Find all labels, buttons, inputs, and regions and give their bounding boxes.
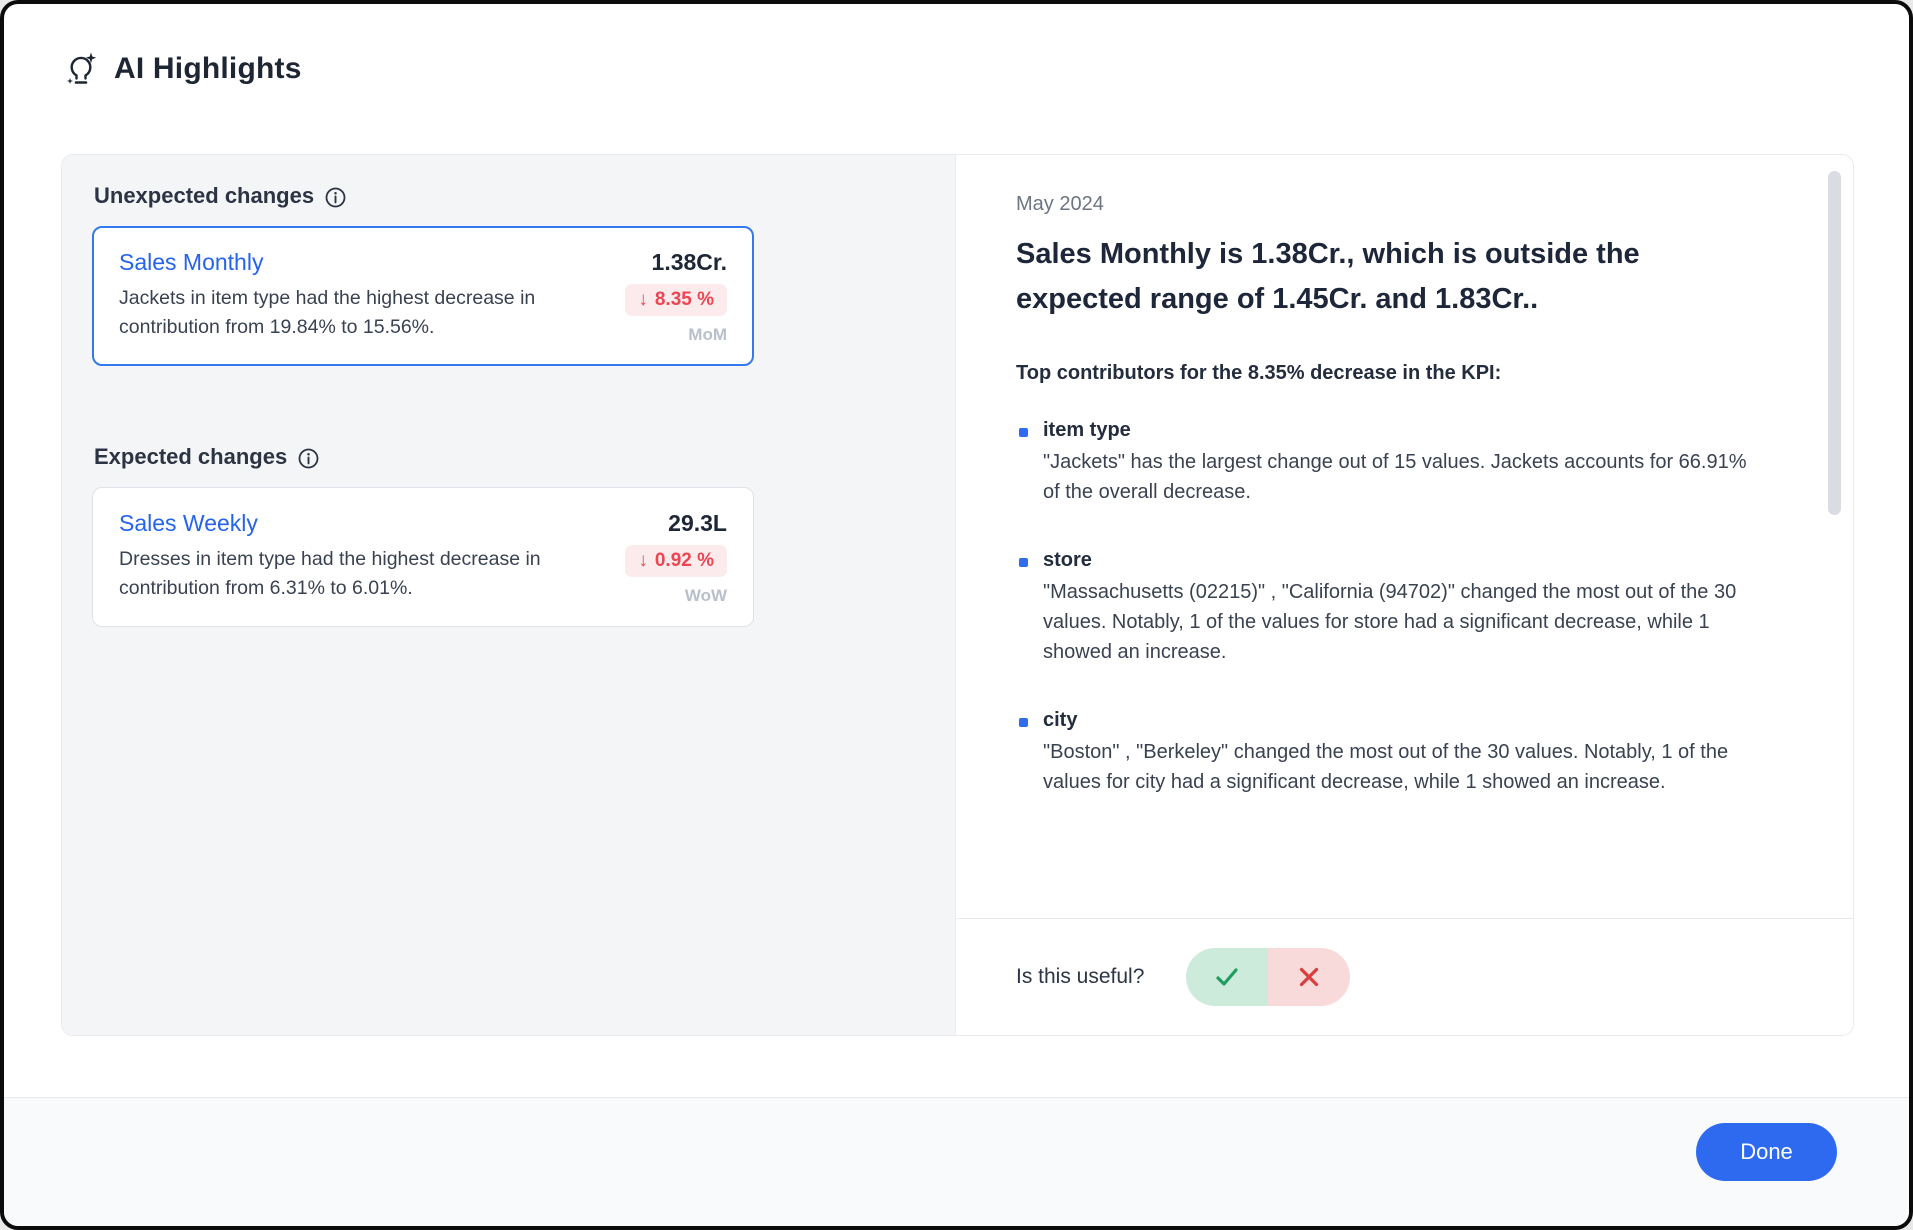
dialog-content: Unexpected changes Sales Monthly 1.38Cr.…: [61, 154, 1854, 1036]
kpi-name-link[interactable]: Sales Monthly: [119, 249, 264, 275]
feedback-row: Is this useful?: [956, 918, 1853, 1035]
contributor-list: item type "Jackets" has the largest chan…: [1016, 419, 1765, 797]
contributor-store: store "Massachusetts (02215)" , "Califor…: [1016, 549, 1765, 667]
kpi-change-block: ↓ 8.35 % MoM: [625, 284, 727, 345]
kpi-description: Dresses in item type had the highest dec…: [119, 548, 541, 599]
detail-date: May 2024: [1016, 193, 1104, 215]
dialog-title: AI Highlights: [114, 52, 302, 85]
contributor-text: "Jackets" has the largest change out of …: [1043, 451, 1747, 503]
arrow-down-icon: ↓: [638, 289, 648, 310]
dialog-footer: Done: [4, 1097, 1909, 1226]
detail-subheading: Top contributors for the 8.35% decrease …: [1016, 362, 1502, 384]
scrollbar-thumb[interactable]: [1828, 171, 1841, 515]
bullet-square-icon: [1019, 718, 1028, 727]
bullet-square-icon: [1019, 558, 1028, 567]
contributor-city: city "Boston" , "Berkeley" changed the m…: [1016, 709, 1765, 797]
contributor-dimension: store: [1043, 549, 1092, 571]
contributor-dimension: city: [1043, 709, 1078, 731]
kpi-name-link[interactable]: Sales Weekly: [119, 510, 258, 536]
change-value: 0.92 %: [654, 550, 714, 571]
change-period: MoM: [688, 325, 727, 344]
change-badge: ↓ 8.35 %: [625, 284, 727, 316]
change-badge: ↓ 0.92 %: [625, 545, 727, 577]
feedback-pill: [1186, 948, 1351, 1006]
info-icon[interactable]: [298, 448, 319, 469]
feedback-yes-button[interactable]: [1186, 948, 1269, 1006]
highlights-list-panel: Unexpected changes Sales Monthly 1.38Cr.…: [62, 155, 956, 1035]
detail-scroll-area[interactable]: May 2024 Sales Monthly is 1.38Cr., which…: [956, 155, 1853, 918]
contributor-text: "Boston" , "Berkeley" changed the most o…: [1043, 741, 1729, 793]
section-label: Expected changes: [94, 444, 288, 469]
section-unexpected-changes: Unexpected changes: [94, 183, 925, 209]
contributor-text: "Massachusetts (02215)" , "California (9…: [1043, 581, 1737, 663]
cross-icon: [1300, 967, 1319, 987]
change-period: WoW: [684, 586, 727, 605]
info-icon[interactable]: [325, 187, 346, 208]
change-value: 8.35 %: [654, 289, 714, 310]
detail-headline: Sales Monthly is 1.38Cr., which is outsi…: [1016, 238, 1640, 315]
contributor-item-type: item type "Jackets" has the largest chan…: [1016, 419, 1765, 507]
lightbulb-sparkle-icon: [67, 52, 97, 84]
check-icon: [1216, 968, 1239, 986]
kpi-value: 29.3L: [668, 510, 727, 536]
kpi-card-sales-weekly[interactable]: Sales Weekly 29.3L Dresses in item type …: [92, 487, 754, 627]
feedback-question: Is this useful?: [1016, 965, 1145, 988]
section-expected-changes: Expected changes: [94, 444, 925, 470]
done-button[interactable]: Done: [1696, 1123, 1837, 1181]
highlight-detail-panel: May 2024 Sales Monthly is 1.38Cr., which…: [956, 155, 1853, 1035]
section-label: Unexpected changes: [94, 183, 315, 208]
kpi-value: 1.38Cr.: [651, 249, 727, 275]
kpi-change-block: ↓ 0.92 % WoW: [625, 545, 727, 606]
dialog-header: AI Highlights: [62, 50, 302, 88]
kpi-description: Jackets in item type had the highest dec…: [119, 287, 536, 338]
kpi-card-sales-monthly[interactable]: Sales Monthly 1.38Cr. Jackets in item ty…: [92, 226, 754, 366]
feedback-no-button[interactable]: [1268, 948, 1351, 1006]
arrow-down-icon: ↓: [638, 550, 648, 571]
contributor-dimension: item type: [1043, 419, 1131, 441]
bullet-square-icon: [1019, 428, 1028, 437]
